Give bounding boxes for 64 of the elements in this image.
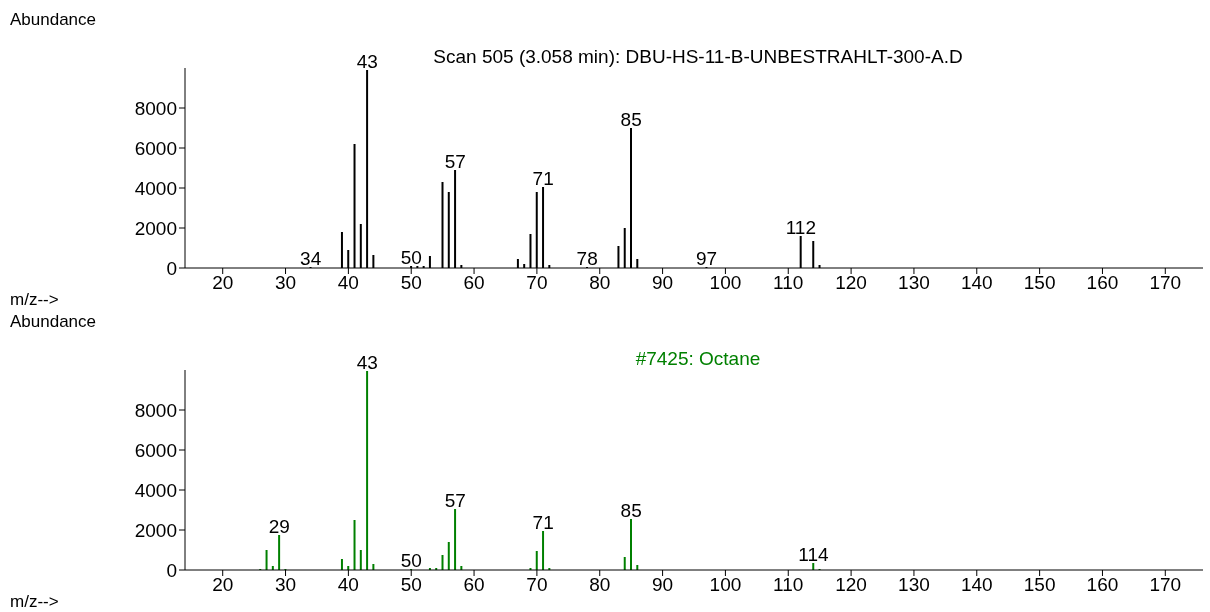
x-tick-label: 70 bbox=[526, 574, 548, 596]
x-tick-label: 110 bbox=[773, 272, 804, 294]
annotation: 85 bbox=[620, 500, 642, 521]
x-axis-title: m/z--> bbox=[10, 592, 59, 612]
y-tick-label: 8000 bbox=[134, 97, 177, 119]
x-tick-label: 90 bbox=[652, 272, 674, 294]
x-tick-label: 110 bbox=[773, 574, 804, 596]
x-tick-label: 40 bbox=[337, 272, 359, 294]
x-tick-label: 70 bbox=[526, 272, 548, 294]
chart-title: #7425: Octane bbox=[635, 348, 761, 369]
annotation: 34 bbox=[300, 248, 322, 269]
x-tick-label: 40 bbox=[337, 574, 359, 596]
x-tick-label: 60 bbox=[463, 574, 485, 596]
x-tick-label: 100 bbox=[709, 272, 742, 294]
x-tick-label: 170 bbox=[1149, 272, 1182, 294]
x-tick-label: 130 bbox=[898, 272, 930, 294]
x-tick-label: 100 bbox=[709, 574, 742, 596]
x-tick-label: 50 bbox=[400, 574, 422, 596]
x-tick-label: 120 bbox=[835, 574, 867, 596]
annotation: 97 bbox=[696, 248, 718, 269]
annotation: 114 bbox=[798, 544, 829, 565]
annotation: 112 bbox=[785, 217, 816, 238]
annotation: 50 bbox=[400, 550, 422, 571]
x-tick-label: 130 bbox=[898, 574, 930, 596]
annotation: 78 bbox=[576, 248, 598, 269]
annotation: 50 bbox=[400, 247, 422, 268]
annotation: 71 bbox=[532, 512, 554, 533]
y-tick-label: 4000 bbox=[134, 177, 177, 199]
x-tick-label: 60 bbox=[463, 272, 485, 294]
y-axis-title: Abundance bbox=[10, 10, 97, 30]
y-axis-title: Abundance bbox=[10, 312, 97, 332]
chart-title: Scan 505 (3.058 min): DBU-HS-11-B-UNBESTRAHLT-300-A.D bbox=[433, 46, 963, 67]
x-tick-label: 90 bbox=[652, 574, 674, 596]
y-tick-label: 0 bbox=[166, 559, 177, 581]
x-tick-label: 30 bbox=[274, 272, 297, 294]
y-tick-label: 6000 bbox=[134, 439, 177, 461]
annotation: 57 bbox=[444, 151, 466, 172]
x-tick-label: 140 bbox=[960, 574, 993, 596]
y-tick-label: 4000 bbox=[134, 479, 177, 501]
x-tick-label: 160 bbox=[1086, 272, 1119, 294]
x-tick-label: 80 bbox=[589, 574, 611, 596]
y-tick-label: 2000 bbox=[134, 217, 177, 239]
x-tick-label: 140 bbox=[960, 272, 993, 294]
annotation: 85 bbox=[620, 109, 642, 130]
x-tick-label: 120 bbox=[835, 272, 867, 294]
x-tick-label: 50 bbox=[400, 272, 422, 294]
x-axis-title: m/z--> bbox=[10, 290, 59, 310]
x-tick-label: 170 bbox=[1149, 574, 1182, 596]
x-tick-label: 20 bbox=[212, 272, 234, 294]
annotation: 43 bbox=[356, 51, 378, 72]
x-tick-label: 160 bbox=[1086, 574, 1119, 596]
y-tick-label: 2000 bbox=[134, 519, 177, 541]
x-tick-label: 150 bbox=[1023, 272, 1056, 294]
y-tick-label: 6000 bbox=[134, 137, 177, 159]
x-tick-label: 80 bbox=[589, 272, 611, 294]
annotation: 43 bbox=[356, 352, 378, 373]
y-tick-label: 0 bbox=[166, 257, 177, 279]
x-tick-label: 20 bbox=[212, 574, 234, 596]
y-tick-label: 8000 bbox=[134, 399, 177, 421]
annotation: 71 bbox=[532, 168, 554, 189]
annotation: 29 bbox=[268, 516, 290, 537]
annotation: 57 bbox=[444, 490, 466, 511]
x-tick-label: 150 bbox=[1023, 574, 1056, 596]
x-tick-label: 30 bbox=[274, 574, 297, 596]
